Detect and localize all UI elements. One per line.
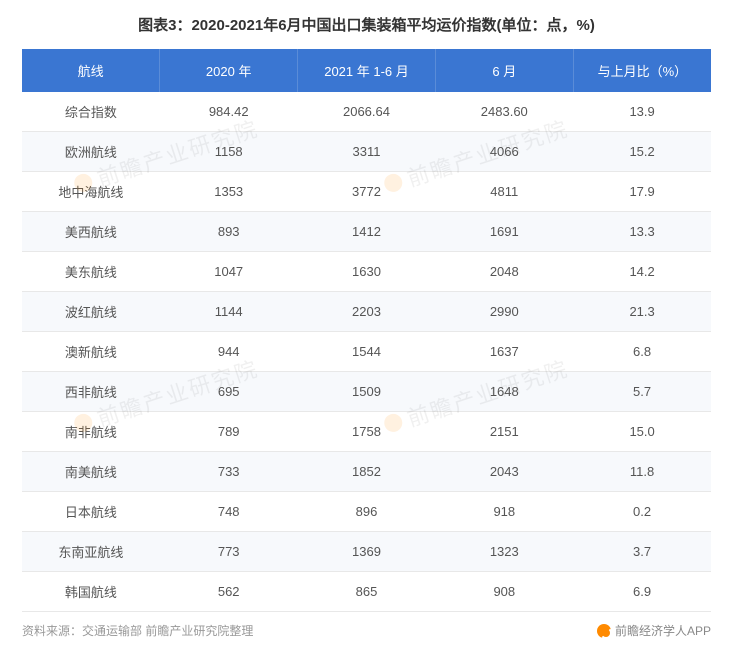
cell-value: 5.7 [573,372,711,412]
cell-route-name: 澳新航线 [22,332,160,372]
cell-value: 1323 [435,532,573,572]
cell-value: 2203 [298,292,436,332]
cell-value: 1544 [298,332,436,372]
cell-value: 2066.64 [298,92,436,132]
cell-route-name: 南美航线 [22,452,160,492]
cell-route-name: 欧洲航线 [22,132,160,172]
cell-value: 3311 [298,132,436,172]
cell-route-name: 综合指数 [22,92,160,132]
table-row: 日本航线7488969180.2 [22,492,711,532]
table-row: 美西航线8931412169113.3 [22,212,711,252]
cell-route-name: 西非航线 [22,372,160,412]
col-header-2020: 2020 年 [160,49,298,92]
data-table: 航线 2020 年 2021 年 1-6 月 6 月 与上月比（%） 综合指数9… [22,49,711,612]
table-header-row: 航线 2020 年 2021 年 1-6 月 6 月 与上月比（%） [22,49,711,92]
table-row: 美东航线10471630204814.2 [22,252,711,292]
cell-value: 1758 [298,412,436,452]
cell-value: 908 [435,572,573,612]
cell-value: 695 [160,372,298,412]
cell-value: 1648 [435,372,573,412]
table-row: 东南亚航线773136913233.7 [22,532,711,572]
brand: 前瞻经济学人APP [597,622,711,639]
cell-value: 1369 [298,532,436,572]
cell-value: 1158 [160,132,298,172]
cell-value: 2048 [435,252,573,292]
cell-value: 893 [160,212,298,252]
cell-route-name: 美西航线 [22,212,160,252]
col-header-2021h1: 2021 年 1-6 月 [298,49,436,92]
cell-value: 13.9 [573,92,711,132]
cell-route-name: 美东航线 [22,252,160,292]
cell-route-name: 地中海航线 [22,172,160,212]
brand-icon [597,624,611,638]
cell-value: 14.2 [573,252,711,292]
cell-value: 6.9 [573,572,711,612]
cell-value: 4811 [435,172,573,212]
cell-value: 1691 [435,212,573,252]
table-row: 澳新航线944154416376.8 [22,332,711,372]
table-row: 波红航线11442203299021.3 [22,292,711,332]
cell-value: 15.2 [573,132,711,172]
table-row: 韩国航线5628659086.9 [22,572,711,612]
cell-value: 4066 [435,132,573,172]
cell-value: 11.8 [573,452,711,492]
cell-value: 944 [160,332,298,372]
cell-value: 896 [298,492,436,532]
cell-route-name: 韩国航线 [22,572,160,612]
cell-value: 6.8 [573,332,711,372]
cell-value: 1144 [160,292,298,332]
table-row: 南非航线7891758215115.0 [22,412,711,452]
cell-route-name: 日本航线 [22,492,160,532]
cell-value: 984.42 [160,92,298,132]
table-row: 南美航线7331852204311.8 [22,452,711,492]
table-row: 西非航线695150916485.7 [22,372,711,412]
cell-value: 13.3 [573,212,711,252]
cell-value: 733 [160,452,298,492]
chart-title: 图表3：2020-2021年6月中国出口集装箱平均运价指数(单位：点，%) [22,14,711,35]
table-row: 地中海航线13533772481117.9 [22,172,711,212]
cell-value: 1852 [298,452,436,492]
cell-route-name: 波红航线 [22,292,160,332]
cell-value: 1637 [435,332,573,372]
cell-value: 1353 [160,172,298,212]
col-header-mom: 与上月比（%） [573,49,711,92]
cell-value: 865 [298,572,436,612]
table-row: 欧洲航线11583311406615.2 [22,132,711,172]
cell-value: 748 [160,492,298,532]
cell-value: 3772 [298,172,436,212]
cell-value: 2151 [435,412,573,452]
source-label: 资料来源：交通运输部 前瞻产业研究院整理 [22,622,253,639]
table-body: 综合指数984.422066.642483.6013.9欧洲航线11583311… [22,92,711,612]
cell-value: 17.9 [573,172,711,212]
cell-value: 2483.60 [435,92,573,132]
cell-value: 1630 [298,252,436,292]
cell-value: 1047 [160,252,298,292]
cell-value: 2043 [435,452,573,492]
cell-value: 0.2 [573,492,711,532]
brand-label: 前瞻经济学人APP [615,622,711,639]
cell-value: 918 [435,492,573,532]
cell-value: 3.7 [573,532,711,572]
chart-container: 前瞻产业研究院 前瞻产业研究院 前瞻产业研究院 前瞻产业研究院 图表3：2020… [0,0,733,649]
cell-value: 15.0 [573,412,711,452]
cell-value: 789 [160,412,298,452]
col-header-june: 6 月 [435,49,573,92]
col-header-route: 航线 [22,49,160,92]
cell-value: 773 [160,532,298,572]
cell-value: 21.3 [573,292,711,332]
table-row: 综合指数984.422066.642483.6013.9 [22,92,711,132]
cell-value: 2990 [435,292,573,332]
cell-value: 1509 [298,372,436,412]
footer: 资料来源：交通运输部 前瞻产业研究院整理 前瞻经济学人APP [22,622,711,639]
cell-route-name: 南非航线 [22,412,160,452]
cell-route-name: 东南亚航线 [22,532,160,572]
cell-value: 1412 [298,212,436,252]
cell-value: 562 [160,572,298,612]
